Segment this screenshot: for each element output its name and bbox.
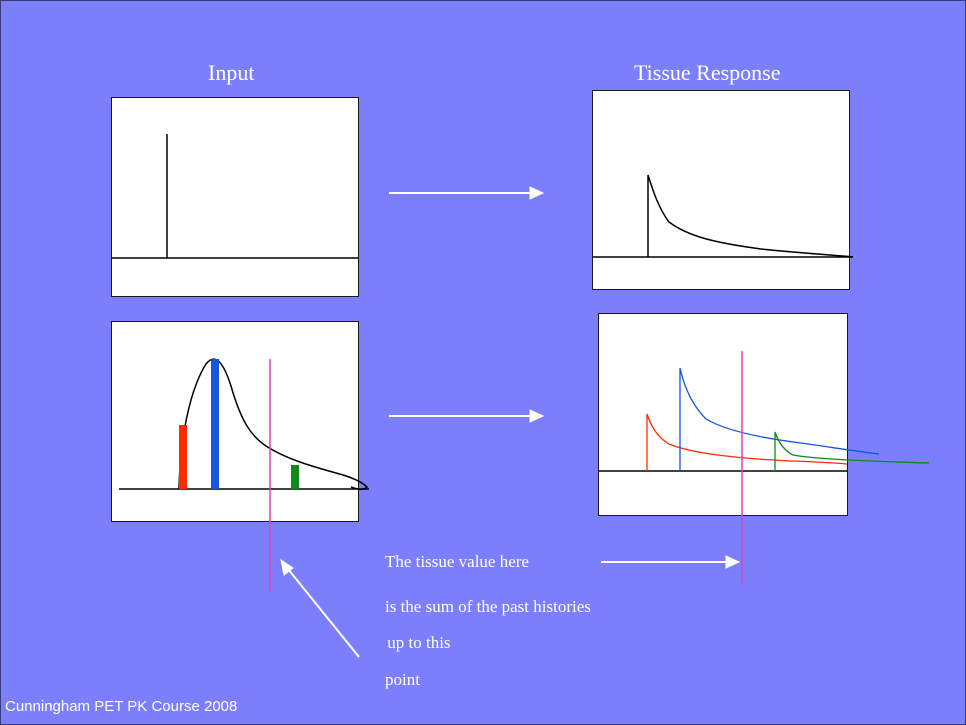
input-to-tissue-arrow <box>389 409 545 423</box>
footer-credit: Cunningham PET PK Course 2008 <box>5 698 238 715</box>
response-curve-green <box>774 431 930 471</box>
caption-line-3: up to this <box>383 633 451 652</box>
response-curve-red <box>646 413 848 471</box>
tissue-curve-panel <box>598 313 848 516</box>
input-bar-red <box>179 425 187 489</box>
impulse-to-response-arrow <box>389 186 545 200</box>
response-curve-blue <box>679 367 880 471</box>
caption-pointer-arrow <box>601 555 741 569</box>
impulse-response-curve <box>647 174 854 258</box>
impulse-input-panel <box>111 97 359 297</box>
tissue-response-heading: Tissue Response <box>634 60 781 85</box>
caption-line-1: The tissue value here <box>385 552 529 571</box>
input-bar-green <box>291 465 299 489</box>
input-bar-blue <box>211 359 219 489</box>
blood-input-curve <box>178 358 369 491</box>
caption-line-4: point <box>385 670 420 689</box>
input-heading: Input <box>208 60 255 85</box>
diagonal-pointer-arrow <box>280 558 360 658</box>
caption-line-2: is the sum of the past histories <box>385 597 591 616</box>
